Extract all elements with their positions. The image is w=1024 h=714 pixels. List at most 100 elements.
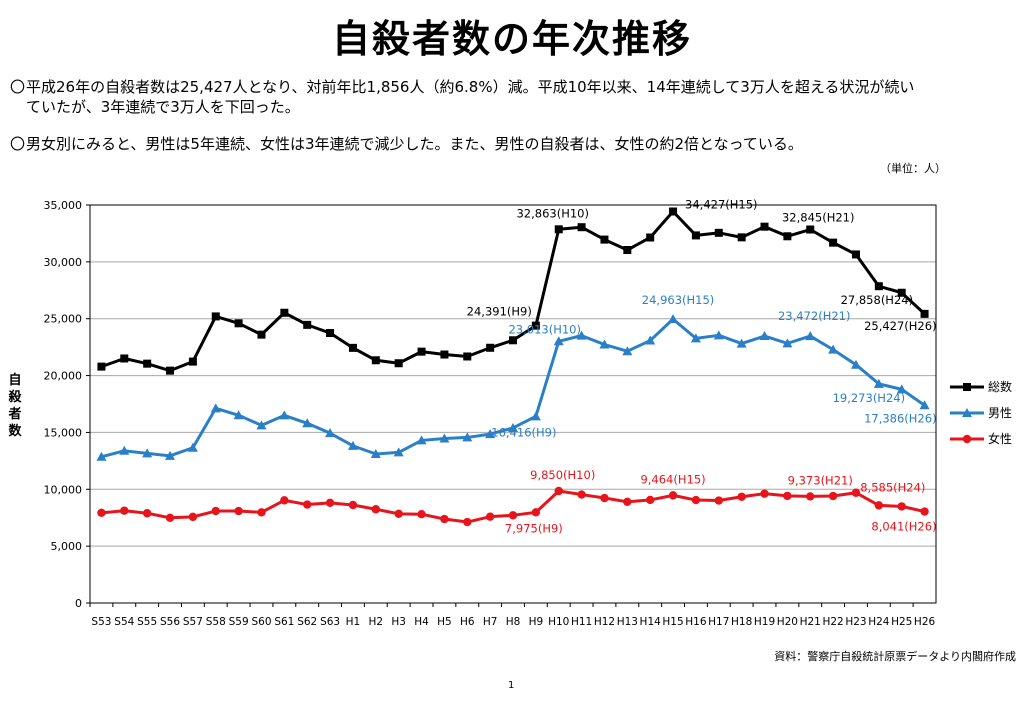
data-point-square <box>394 359 403 368</box>
x-tick-label: H2 <box>369 616 384 628</box>
data-label: 24,963(H15) <box>642 293 715 307</box>
data-point-square <box>143 359 152 368</box>
data-label: 23,472(H21) <box>778 309 851 323</box>
data-point-square <box>371 356 380 365</box>
data-label-layer: 24,391(H9) 32,863(H10) 34,427(H15) 32,845(H… <box>467 198 937 536</box>
data-point-square <box>737 233 746 242</box>
y-axis-label-char: 数 <box>8 424 22 439</box>
data-point-circle <box>806 492 815 501</box>
data-point-square <box>691 231 700 240</box>
summary-note-1-line-1: 平成26年の自殺者数は25,427人となり、対前年比1,856人（約6.8%）減… <box>26 78 915 96</box>
data-point-triangle <box>873 378 884 388</box>
plot-area-frame <box>89 204 937 604</box>
data-point-square <box>783 232 792 241</box>
x-tick-label: H22 <box>822 616 843 628</box>
y-axis-label: 自殺者数 <box>6 372 24 440</box>
data-point-triangle <box>485 429 496 439</box>
data-point-square <box>851 250 860 259</box>
data-point-triangle <box>919 400 930 410</box>
data-point-triangle <box>165 450 176 460</box>
data-point-square <box>440 350 449 359</box>
summary-note-1: 〇平成26年の自殺者数は25,427人となり、対前年比1,856人（約6.8%）… <box>10 77 1000 117</box>
data-label: 7,975(H9) <box>505 521 563 535</box>
y-axis-label-char: 者 <box>8 407 22 422</box>
x-tick-label: H19 <box>754 616 775 628</box>
x-tick-label: H26 <box>914 616 936 628</box>
data-point-circle <box>485 512 495 521</box>
source-note: 資料：警察庁自殺統計原票データより内閣府作成 <box>774 650 1016 663</box>
data-point-circle <box>737 492 746 501</box>
data-point-square <box>760 222 769 231</box>
data-point-square <box>554 225 563 234</box>
data-label: 32,863(H10) <box>516 206 589 220</box>
data-point-triangle <box>187 442 198 452</box>
data-point-square <box>486 343 495 352</box>
y-axis-label-char: 殺 <box>8 390 22 405</box>
data-point-circle <box>211 506 220 516</box>
x-tick-label: S57 <box>183 616 203 628</box>
data-point-square <box>897 288 906 297</box>
data-point-triangle <box>370 449 381 459</box>
x-tick-label: H9 <box>529 616 544 628</box>
x-tick-label: H4 <box>414 616 429 628</box>
data-point-square <box>669 207 678 216</box>
data-point-square <box>963 383 971 391</box>
page-title: 自殺者数の年次推移 <box>331 17 692 61</box>
data-point-square <box>714 228 723 237</box>
data-point-circle <box>280 496 289 505</box>
data-point-square <box>577 223 586 232</box>
data-point-circle <box>577 490 586 499</box>
x-tick-label: H21 <box>800 616 821 628</box>
data-point-circle <box>371 505 381 514</box>
data-point-square <box>97 362 106 371</box>
x-tick-label: H6 <box>460 616 475 628</box>
data-point-triangle <box>302 418 313 428</box>
x-tick-label: H18 <box>731 616 752 628</box>
data-point-circle <box>554 486 563 496</box>
y-tick-label: 30,000 <box>44 256 83 269</box>
data-point-triangle <box>393 447 404 457</box>
data-label: 8,041(H26) <box>871 520 936 534</box>
x-tick-label: S60 <box>251 616 271 628</box>
y-tick-label: 5,000 <box>51 540 83 553</box>
x-tick-label: S53 <box>91 616 111 628</box>
data-point-triangle <box>416 435 427 445</box>
summary-note-2-text: 男女別にみると、男性は5年連続、女性は3年連続で減少した。また、男性の自殺者は、… <box>26 135 803 153</box>
legend-label: 女性 <box>988 431 1012 446</box>
data-point-square <box>463 352 472 361</box>
data-point-triangle <box>210 403 221 413</box>
data-point-square <box>417 347 426 356</box>
data-point-square <box>806 225 815 234</box>
unit-label: （単位：人） <box>880 162 946 175</box>
x-tick-label: S59 <box>229 616 249 628</box>
data-point-square <box>326 329 335 338</box>
data-point-square <box>188 357 197 366</box>
data-point-triangle <box>439 433 450 443</box>
data-point-triangle <box>508 422 518 432</box>
data-point-triangle <box>736 338 747 348</box>
data-point-triangle <box>462 432 473 442</box>
data-point-triangle <box>805 331 816 341</box>
data-point-circle <box>440 514 449 524</box>
data-point-triangle <box>713 330 724 340</box>
data-point-circle <box>668 491 678 500</box>
data-point-triangle <box>576 330 587 340</box>
data-point-triangle <box>962 408 972 417</box>
data-point-square <box>120 354 129 363</box>
data-point-circle <box>234 506 243 516</box>
x-tick-label: H5 <box>437 616 452 628</box>
data-point-circle <box>874 501 884 510</box>
data-point-triangle <box>645 335 656 345</box>
data-point-triangle <box>530 411 541 421</box>
legend-label: 男性 <box>988 406 1012 420</box>
data-label: 34,427(H15) <box>685 198 758 212</box>
bullet-icon: 〇 <box>10 78 26 96</box>
x-tick-label: H20 <box>777 616 798 628</box>
data-label: 23,013(H10) <box>508 322 581 336</box>
y-tick-label: 0 <box>75 597 82 610</box>
y-tick-label: 35,000 <box>44 199 83 212</box>
data-point-triangle <box>599 339 610 349</box>
x-tick-label: S58 <box>206 616 226 628</box>
data-point-triangle <box>782 338 793 348</box>
x-tick-label: S54 <box>114 616 134 628</box>
